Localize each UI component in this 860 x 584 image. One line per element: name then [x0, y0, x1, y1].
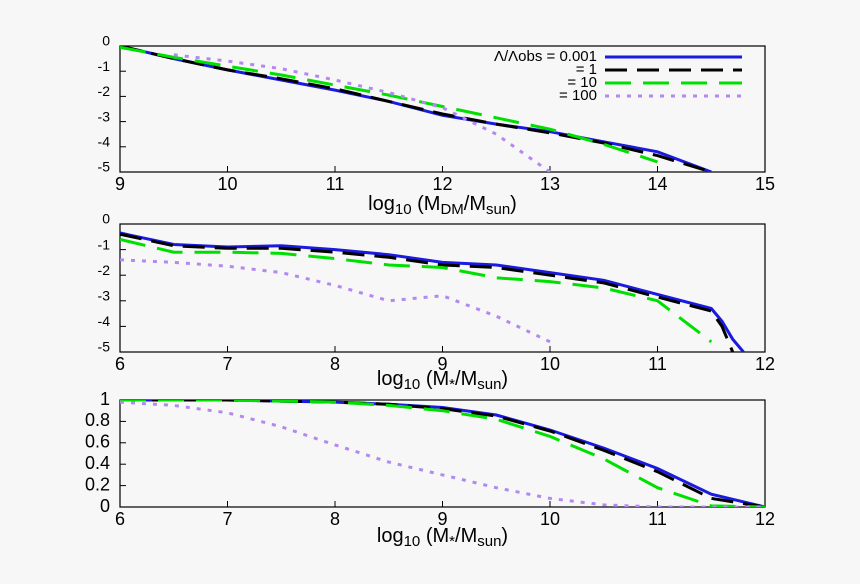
y-tick-label: 1	[100, 389, 110, 409]
legend-label: = 100	[559, 87, 597, 104]
y-tick-label: -2	[98, 83, 111, 99]
x-tick-label: 11	[326, 174, 345, 194]
x-axis-label-part: sun	[477, 533, 501, 550]
y-tick-label: -5	[98, 339, 111, 355]
y-tick-label: 0.6	[85, 432, 110, 452]
x-tick-label: 8	[330, 509, 340, 529]
x-tick-label: 15	[755, 174, 775, 194]
x-tick-label: 12	[755, 354, 775, 374]
plot-lines	[120, 400, 765, 507]
y-tick-label: 0.8	[85, 410, 110, 430]
series-line	[120, 400, 765, 507]
x-tick-label: 13	[540, 174, 560, 194]
x-axis-label-part: /M	[464, 193, 486, 215]
y-tick-label: -3	[98, 108, 111, 124]
x-axis-label-part: *	[449, 376, 455, 393]
x-tick-label: 7	[222, 354, 232, 374]
legend-label: = 1	[576, 61, 597, 78]
series-line	[120, 258, 551, 344]
plot-frame	[119, 399, 766, 508]
series-line	[120, 400, 765, 507]
y-tick-label: -1	[98, 236, 111, 252]
x-axis-label-part: sun	[477, 376, 501, 393]
series-line	[120, 232, 735, 352]
x-axis-label-part: )	[501, 525, 508, 547]
series-line	[120, 400, 765, 507]
y-tick-label: -4	[98, 134, 111, 150]
x-tick-label: 10	[540, 509, 560, 529]
y-tick-label: 0	[102, 33, 110, 49]
x-axis-label-part: )	[501, 368, 508, 390]
x-tick-label: 11	[648, 354, 667, 374]
x-tick-label: 6	[115, 354, 125, 374]
y-tick-label: -4	[98, 313, 111, 329]
x-tick-label: 12	[755, 509, 775, 529]
x-axis-label-part: (M	[420, 368, 449, 390]
y-tick-label: -5	[98, 159, 111, 175]
x-axis-label-part: log	[368, 193, 395, 215]
plot-frame	[119, 223, 766, 353]
x-tick-label: 9	[437, 509, 447, 529]
x-axis-label-part: 10	[404, 376, 421, 393]
legend-label: = 10	[567, 74, 597, 91]
x-axis-label-part: /M	[455, 368, 477, 390]
y-tick-label: -3	[98, 288, 111, 304]
plot-lines	[120, 46, 712, 172]
series-line	[120, 400, 765, 507]
x-tick-label: 10	[217, 174, 237, 194]
series-line	[120, 237, 713, 343]
x-axis-label-part: DM	[440, 201, 463, 218]
series-line	[173, 53, 551, 172]
y-tick-label: 0	[100, 496, 110, 516]
x-tick-label: 6	[115, 509, 125, 529]
legend-label: Λ/Λobs = 0.001	[494, 48, 597, 65]
y-tick-label: -2	[98, 262, 111, 278]
x-axis-label-part: 10	[404, 533, 421, 550]
x-tick-label: 9	[437, 354, 447, 374]
x-axis-label-part: )	[510, 193, 517, 215]
x-axis-label-part: 10	[395, 201, 412, 218]
x-axis-label-part: *	[449, 533, 455, 550]
y-tick-label: 0	[102, 211, 110, 227]
y-tick-label: 0.2	[85, 474, 110, 494]
x-tick-label: 11	[648, 509, 667, 529]
x-axis-label-part: (M	[412, 193, 441, 215]
x-tick-label: 7	[222, 509, 232, 529]
x-axis-label-part: sun	[486, 201, 510, 218]
y-tick-label: 0.4	[85, 453, 110, 473]
x-tick-label: 10	[540, 354, 560, 374]
x-axis-label-part: log	[377, 525, 404, 547]
x-axis-label-part: log	[377, 368, 404, 390]
series-line	[120, 231, 745, 352]
x-tick-label: 12	[432, 174, 452, 194]
x-axis-label-part: /M	[455, 525, 477, 547]
y-tick-label: -1	[98, 58, 111, 74]
x-axis-label: log10 (M*/Msun)	[377, 368, 508, 393]
plot-lines	[120, 231, 745, 352]
x-tick-label: 9	[115, 174, 125, 194]
x-axis-label-part: (M	[420, 525, 449, 547]
series-line	[120, 46, 712, 172]
x-axis-label: log10 (MDM/Msun)	[368, 193, 517, 218]
x-tick-label: 8	[330, 354, 340, 374]
x-tick-label: 14	[647, 174, 667, 194]
series-line	[120, 46, 658, 164]
x-axis-label: log10 (M*/Msun)	[377, 525, 508, 550]
